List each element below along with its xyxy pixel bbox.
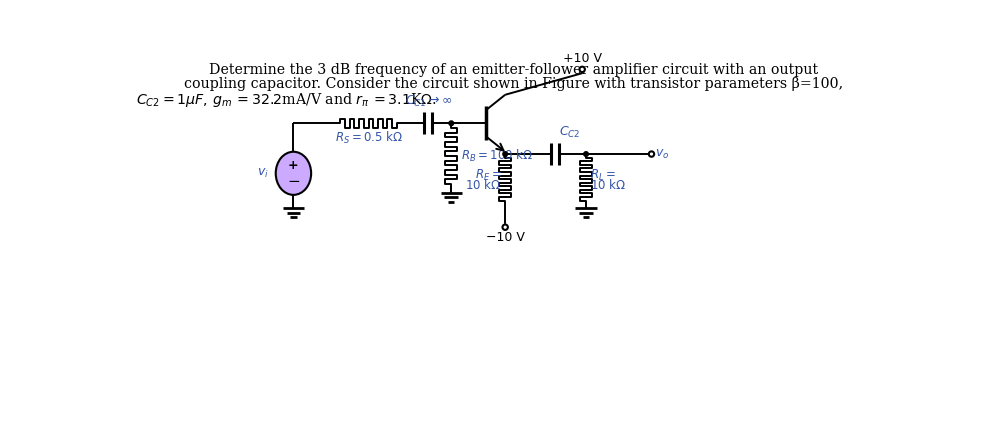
Text: $C_{C2}$: $C_{C2}$ bbox=[558, 125, 580, 140]
Text: +: + bbox=[288, 159, 299, 172]
Circle shape bbox=[583, 152, 588, 156]
Circle shape bbox=[502, 225, 507, 230]
Text: coupling capacitor. Consider the circuit shown in Figure with transistor paramet: coupling capacitor. Consider the circuit… bbox=[184, 77, 843, 91]
Circle shape bbox=[502, 152, 507, 156]
Text: $C_{C2} = 1\mu F,\, g_m\,=32.2$mA/V and $r_\pi\,=3.1$K$\Omega$.: $C_{C2} = 1\mu F,\, g_m\,=32.2$mA/V and … bbox=[135, 91, 436, 109]
Text: $R_S = 0.5$ k$\Omega$: $R_S = 0.5$ k$\Omega$ bbox=[335, 129, 402, 145]
Text: Determine the 3 dB frequency of an emitter-follower amplifier circuit with an ou: Determine the 3 dB frequency of an emitt… bbox=[208, 63, 818, 77]
Text: $v_o$: $v_o$ bbox=[654, 148, 669, 161]
Text: 10 k$\Omega$: 10 k$\Omega$ bbox=[589, 178, 625, 192]
Circle shape bbox=[449, 121, 453, 126]
Text: $v_i$: $v_i$ bbox=[257, 167, 269, 180]
Text: $R_E =$: $R_E =$ bbox=[474, 167, 501, 183]
Text: $R_B = 100$ k$\Omega$: $R_B = 100$ k$\Omega$ bbox=[460, 148, 532, 164]
Text: $C_{C1} \rightarrow \infty$: $C_{C1} \rightarrow \infty$ bbox=[404, 94, 451, 109]
Circle shape bbox=[648, 151, 653, 157]
Text: −: − bbox=[287, 173, 300, 189]
Text: $R_L =$: $R_L =$ bbox=[589, 167, 615, 183]
Text: 10 k$\Omega$: 10 k$\Omega$ bbox=[465, 178, 501, 192]
Text: −10 V: −10 V bbox=[485, 231, 524, 244]
Text: +10 V: +10 V bbox=[562, 52, 601, 65]
Ellipse shape bbox=[276, 152, 311, 195]
Circle shape bbox=[579, 67, 584, 72]
